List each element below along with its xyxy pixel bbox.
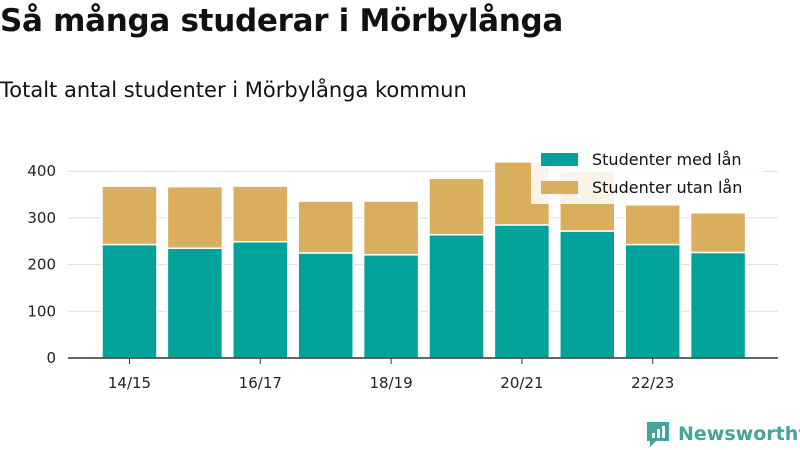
y-tick-label: 0 (46, 349, 56, 367)
bar-without-loan (689, 212, 747, 254)
x-tick-label: 18/19 (369, 374, 412, 392)
bar-with-loan (624, 243, 681, 359)
bar-without-loan (101, 185, 158, 246)
bar-without-loan (166, 185, 224, 250)
legend-label-with-loan: Studenter med lån (592, 150, 742, 169)
bar-without-loan (362, 200, 420, 256)
brand-name: Newsworthy (678, 423, 800, 445)
legend-label-without-loan: Studenter utan lån (592, 178, 742, 197)
newsworthy-logo-icon (647, 422, 669, 447)
bar-without-loan (624, 204, 681, 246)
bar-with-loan (362, 254, 420, 359)
x-tick-label: 22/23 (631, 374, 674, 392)
bar-with-loan (559, 230, 616, 359)
y-tick-label: 300 (27, 209, 56, 227)
y-tick-label: 400 (27, 162, 56, 180)
x-tick-label: 16/17 (239, 374, 282, 392)
bar-with-loan (428, 233, 485, 359)
chart-title: Så många studerar i Mörbylånga (0, 3, 564, 39)
chart-subtitle: Totalt antal studenter i Mörbylånga komm… (0, 78, 467, 102)
y-tick-label: 100 (27, 302, 56, 320)
bar-with-loan (297, 252, 354, 359)
brand-logo: Newsworthy (644, 419, 800, 449)
bar-with-loan (101, 243, 158, 359)
axes: 0 100 200 300 400 14/15 16/17 18/19 20/21 22/23 (27, 162, 778, 392)
bar-with-loan (493, 224, 551, 359)
bar-with-loan (166, 247, 224, 359)
legend-swatch-without-loan (541, 181, 578, 194)
x-tick-label: 14/15 (108, 374, 151, 392)
bar-with-loan (689, 251, 747, 359)
bar-with-loan (232, 240, 289, 359)
y-tick-label: 200 (27, 256, 56, 274)
legend: Studenter med lån Studenter utan lån (531, 142, 763, 204)
bar-without-loan (428, 177, 485, 236)
bar-without-loan (232, 185, 289, 243)
x-tick-label: 20/21 (500, 374, 543, 392)
bar-without-loan (297, 200, 354, 254)
legend-swatch-with-loan (541, 153, 578, 166)
